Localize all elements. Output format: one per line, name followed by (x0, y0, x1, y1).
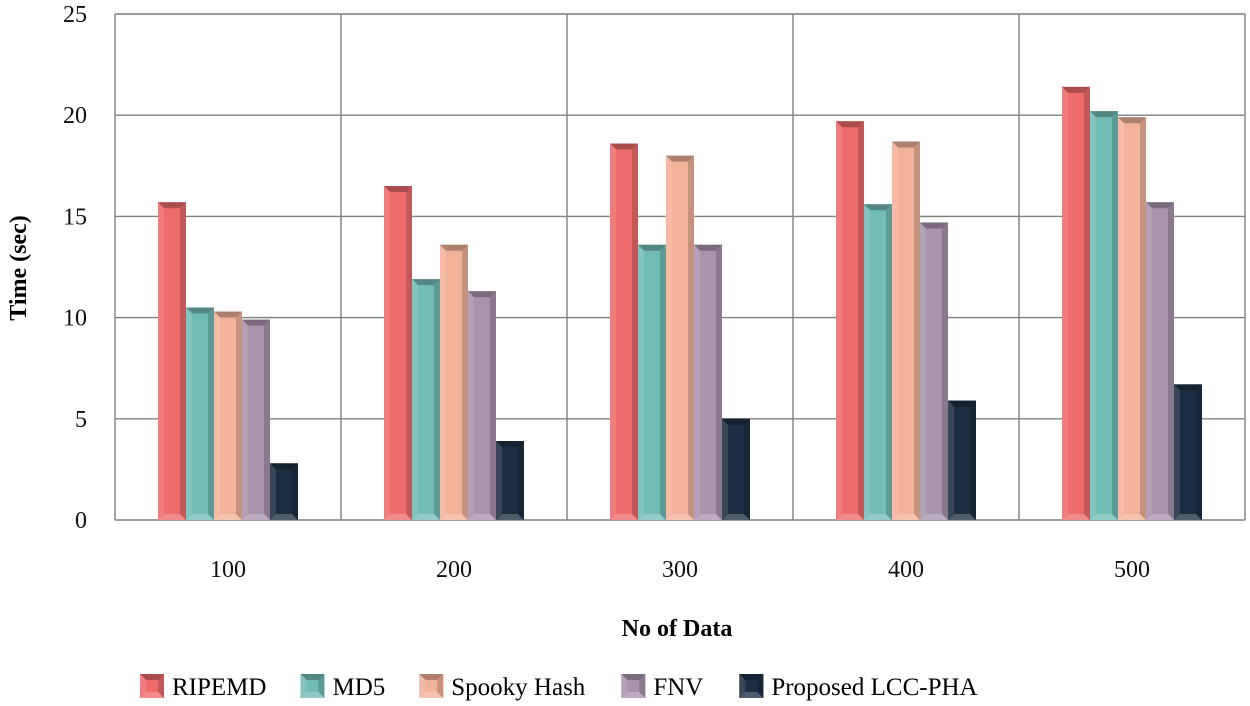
legend-swatch (419, 674, 444, 698)
legend-label: RIPEMD (172, 674, 266, 701)
y-tick-label: 0 (75, 508, 87, 534)
legend-label: FNV (653, 674, 703, 701)
x-tick-label: 200 (436, 557, 472, 583)
x-axis-label: No of Data (622, 616, 733, 642)
bar-fnv-300 (694, 244, 722, 520)
gridlines (114, 13, 1246, 521)
legend: RIPEMD MD5 Spooky Hash FNV Proposed LCC-PHA (140, 674, 978, 701)
bar-ripemd-300 (610, 143, 638, 520)
y-axis-label: Time (sec) (6, 215, 32, 321)
legend-item: Proposed LCC-PHA (739, 674, 978, 701)
x-axis-ticks: 100 200 300 400 500 (210, 557, 1150, 583)
legend-label: Proposed LCC-PHA (771, 674, 977, 701)
bar-spooky-hash-200 (440, 244, 468, 520)
y-axis-ticks: 0 5 10 15 20 25 (63, 2, 87, 534)
y-tick-label: 15 (63, 204, 87, 230)
bar-fnv-400 (920, 222, 948, 521)
legend-label: Spooky Hash (451, 674, 586, 701)
bar-fnv-100 (242, 319, 270, 520)
bar-proposed-lcc-pha-100 (270, 463, 298, 520)
x-tick-label: 400 (888, 557, 924, 583)
bar-ripemd-500 (1062, 86, 1090, 520)
bars (158, 86, 1202, 521)
x-tick-label: 100 (210, 557, 246, 583)
legend-swatch (300, 674, 325, 698)
bar-spooky-hash-300 (666, 155, 694, 520)
legend-swatch (739, 674, 764, 698)
bar-spooky-hash-500 (1118, 117, 1146, 520)
bar-spooky-hash-400 (892, 141, 920, 520)
bar-proposed-lcc-pha-500 (1174, 384, 1202, 520)
bar-proposed-lcc-pha-400 (948, 400, 976, 520)
y-tick-label: 25 (63, 2, 87, 28)
bar-md5-300 (638, 244, 666, 520)
bar-proposed-lcc-pha-300 (722, 418, 750, 520)
bar-ripemd-200 (384, 186, 412, 521)
bar-proposed-lcc-pha-200 (496, 441, 524, 520)
bar-md5-500 (1090, 111, 1118, 520)
bar-ripemd-100 (158, 202, 186, 520)
bar-fnv-200 (468, 291, 496, 520)
legend-swatch (140, 674, 164, 698)
bar-md5-200 (412, 279, 440, 520)
bar-md5-400 (864, 204, 892, 521)
y-tick-label: 20 (63, 103, 87, 129)
y-tick-label: 5 (75, 407, 87, 433)
legend-label: MD5 (332, 674, 385, 701)
legend-item: Spooky Hash (419, 674, 586, 701)
bar-fnv-500 (1146, 202, 1174, 520)
y-tick-label: 10 (63, 306, 87, 332)
legend-item: MD5 (300, 674, 385, 701)
bar-spooky-hash-100 (214, 311, 242, 520)
x-tick-label: 500 (1114, 557, 1150, 583)
legend-swatch (621, 674, 646, 698)
legend-item: RIPEMD (140, 674, 266, 701)
x-tick-label: 300 (662, 557, 698, 583)
bar-md5-100 (186, 307, 214, 520)
legend-item: FNV (621, 674, 703, 701)
bar-ripemd-400 (836, 121, 864, 520)
